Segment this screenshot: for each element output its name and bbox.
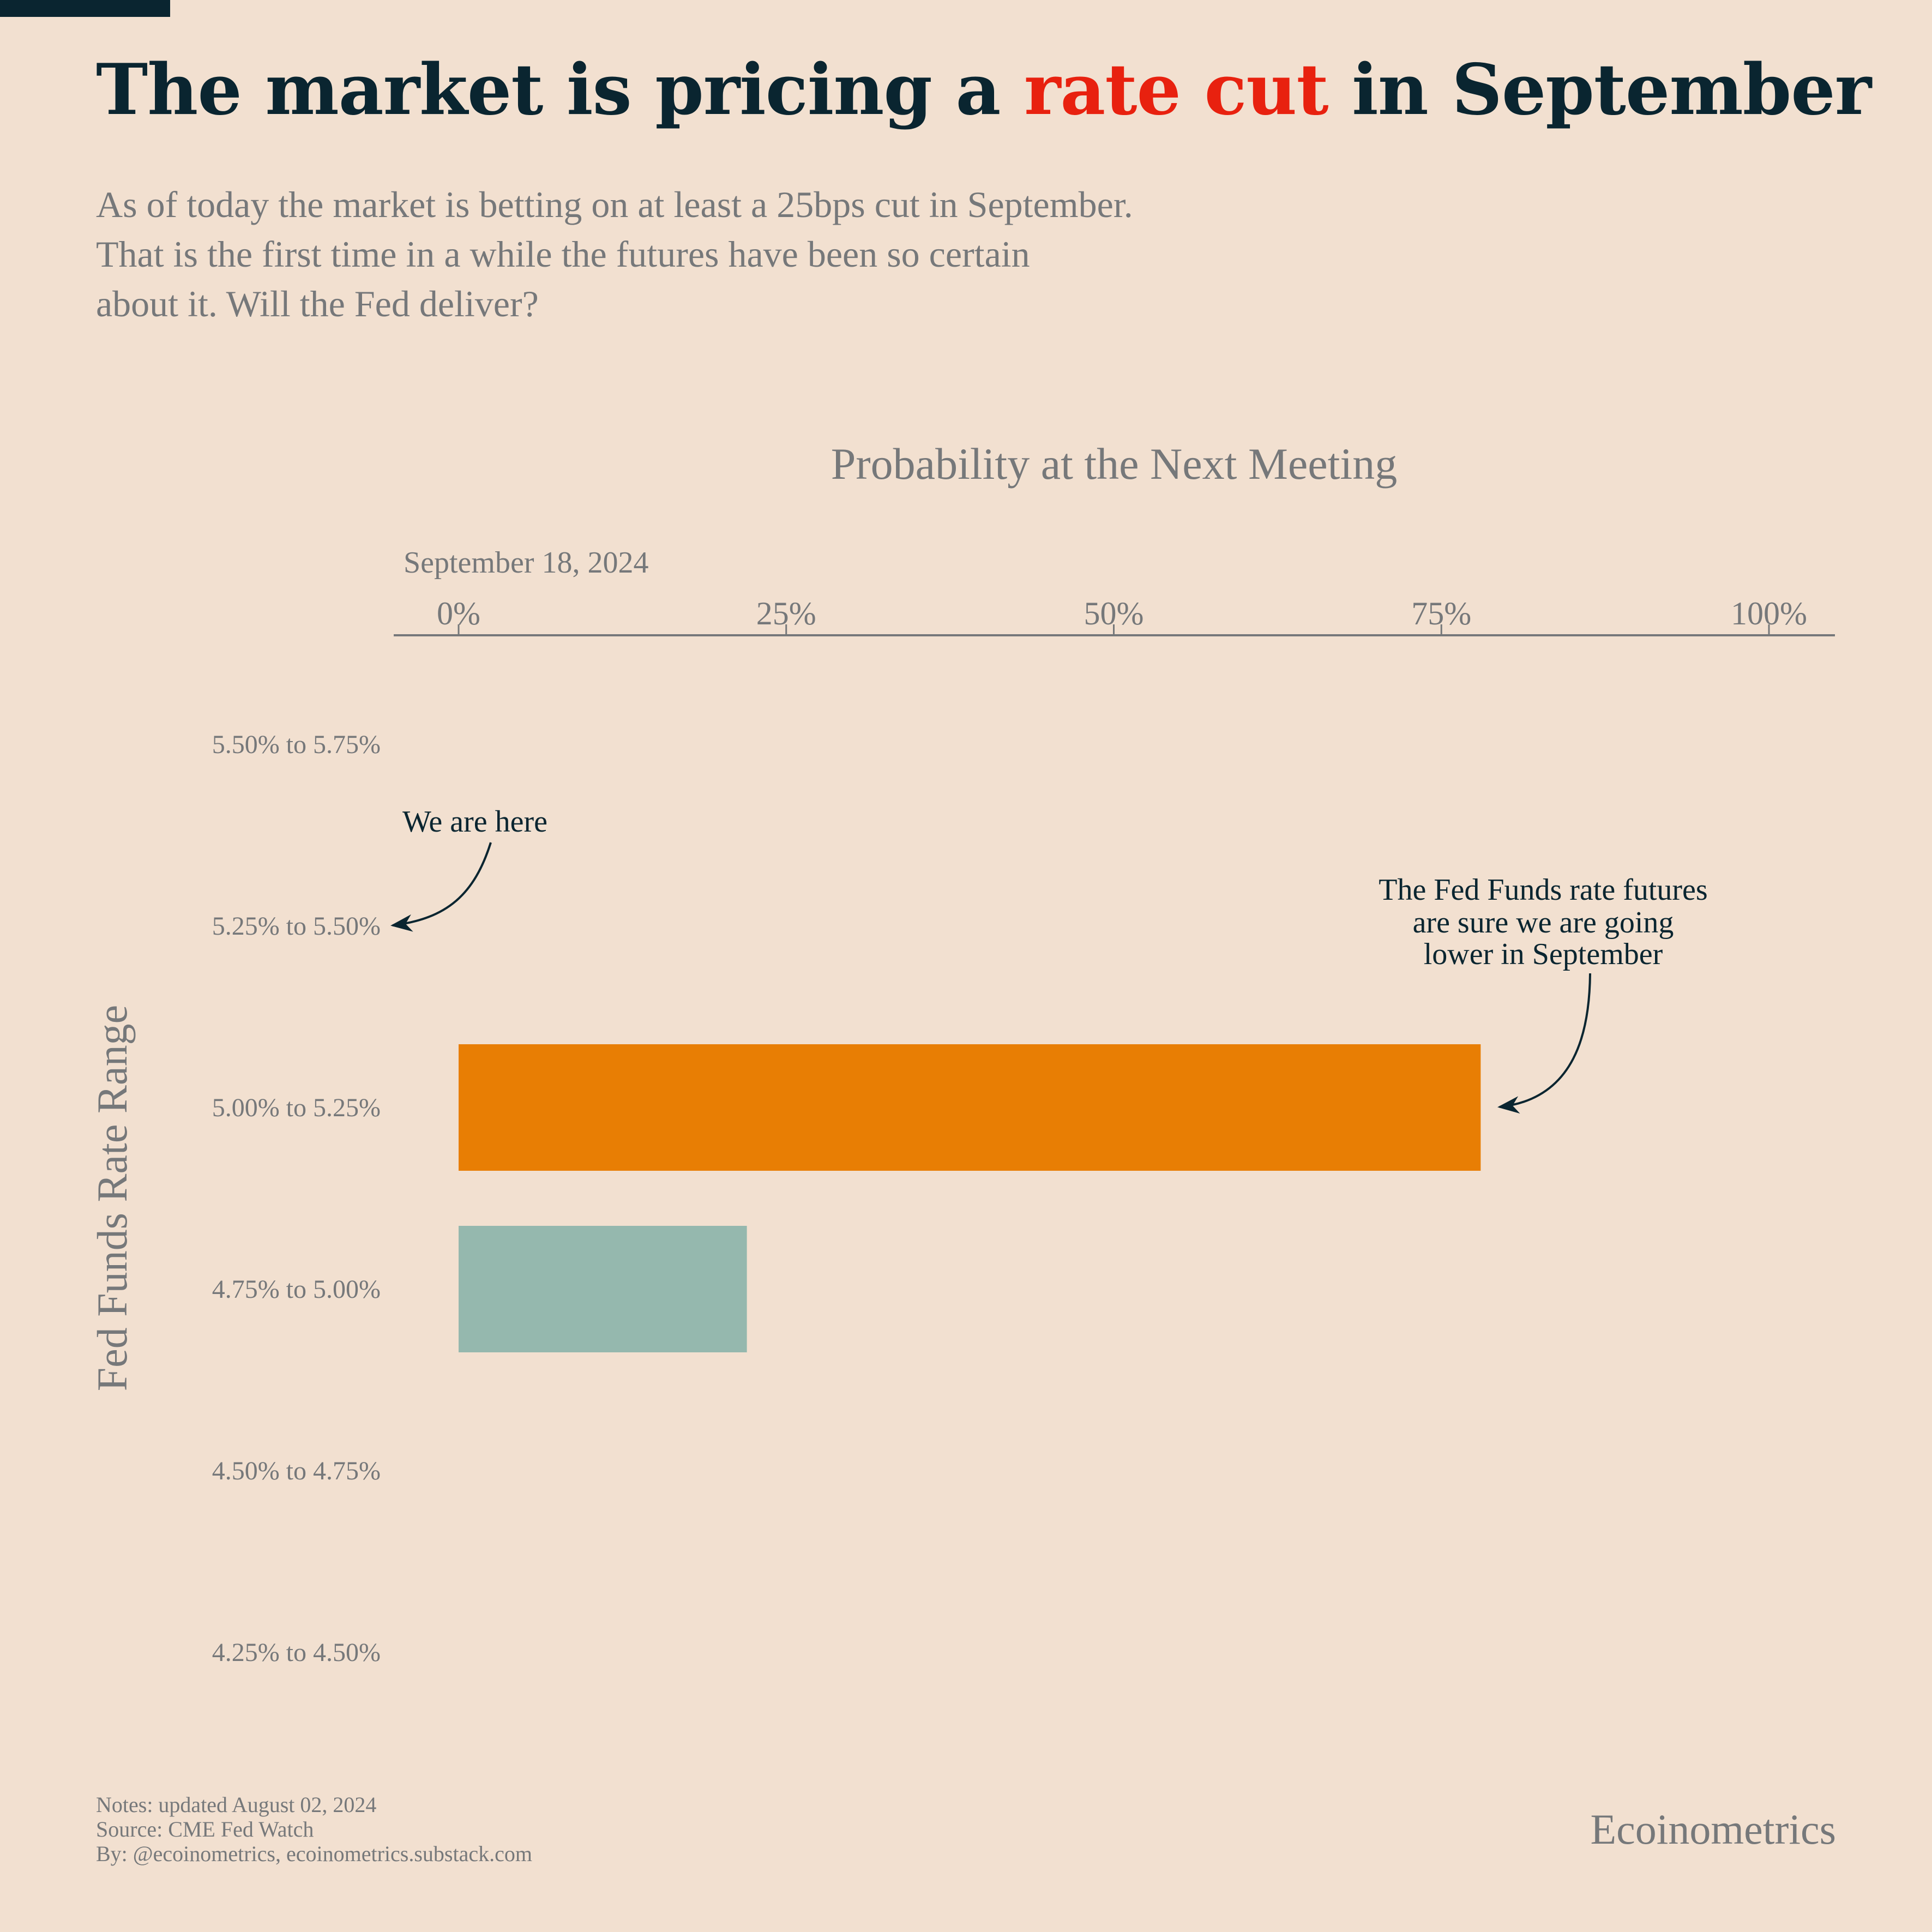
brand-logo-text: Ecoinometrics: [1590, 1805, 1836, 1853]
footer-byline: By: @ecoinometrics, ecoinometrics.substa…: [96, 1841, 532, 1866]
footer-notes: Notes: updated August 02, 2024 Source: C…: [96, 1792, 532, 1866]
footer-source: Source: CME Fed Watch: [96, 1817, 314, 1841]
footer-notes-updated: Notes: updated August 02, 2024: [96, 1792, 377, 1817]
title-part-2: in September: [1328, 49, 1871, 131]
category-label: 4.25% to 4.50%: [212, 1638, 381, 1667]
chart-title: Probability at the Next Meeting: [831, 439, 1397, 489]
category-label: 5.50% to 5.75%: [212, 730, 381, 759]
x-tick-label: 0%: [437, 595, 480, 631]
category-label: 5.25% to 5.50%: [212, 912, 381, 941]
annotation-arrow-futures: [1497, 973, 1591, 1114]
annotation-we-are-here: We are here: [402, 805, 547, 839]
bar: [459, 1044, 1481, 1171]
category-label: 4.75% to 5.00%: [212, 1275, 381, 1304]
annotation-arrow-we-are-here: [390, 842, 492, 932]
category-label: 5.00% to 5.25%: [212, 1093, 381, 1122]
x-tick-label: 25%: [756, 595, 816, 631]
subtitle: As of today the market is betting on at …: [96, 180, 1405, 329]
subtitle-line: about it. Will the Fed deliver?: [96, 283, 539, 324]
bars-group: [459, 1044, 1481, 1352]
subtitle-line: As of today the market is betting on at …: [96, 184, 1133, 225]
x-axis: 0% 25% 50% 75% 100%: [394, 595, 1835, 636]
page-title: The market is pricing a rate cut in Sept…: [96, 46, 1871, 134]
corner-accent-tab: [0, 0, 170, 17]
subtitle-line: That is the first time in a while the fu…: [96, 233, 1030, 275]
annotation-futures-line-2: are sure we are going: [1413, 906, 1674, 940]
category-label: 4.50% to 4.75%: [212, 1456, 381, 1485]
bar: [459, 1226, 747, 1352]
x-tick-label: 75%: [1411, 595, 1471, 631]
meeting-date-label: September 18, 2024: [404, 546, 648, 580]
annotation-futures-line-1: The Fed Funds rate futures: [1379, 873, 1707, 907]
y-axis-title: Fed Funds Rate Range: [88, 1005, 136, 1391]
x-tick-label: 100%: [1731, 595, 1807, 631]
category-labels-group: 5.50% to 5.75% 5.25% to 5.50% 5.00% to 5.2…: [212, 730, 381, 1667]
title-highlight: rate cut: [1024, 49, 1329, 131]
title-part-1: The market is pricing a: [96, 49, 1024, 131]
annotation-futures-line-3: lower in September: [1424, 937, 1663, 971]
x-tick-label: 50%: [1084, 595, 1144, 631]
